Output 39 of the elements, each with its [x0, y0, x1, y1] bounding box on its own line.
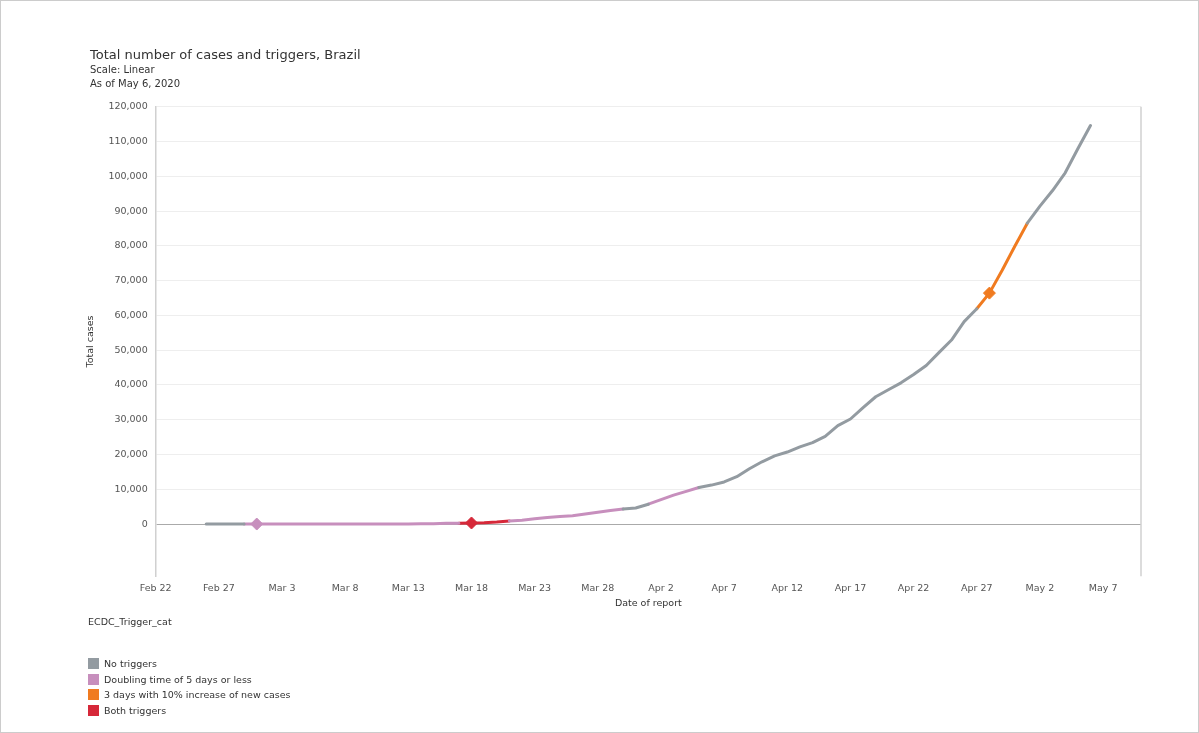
y-tick-label: 120,000: [108, 100, 148, 112]
x-tick-label: Feb 27: [202, 582, 235, 594]
y-tick-label: 20,000: [114, 447, 148, 459]
x-axis-title: Date of report: [614, 596, 683, 608]
y-tick-label: 70,000: [114, 274, 148, 286]
x-tick-label: Mar 28: [581, 582, 615, 594]
y-tick-label: 40,000: [114, 378, 148, 390]
x-tick-label: Mar 3: [268, 582, 296, 594]
x-tick-label: Mar 13: [391, 582, 425, 594]
y-tick-label: 30,000: [114, 413, 148, 425]
x-tick-label: Mar 23: [518, 582, 552, 594]
text: As of May 6, 2020: [90, 78, 181, 89]
y-tick-label: 0: [141, 517, 148, 529]
x-tick-label: Apr 2: [648, 582, 674, 594]
legend-label: Doubling time of 5 days or less: [104, 673, 252, 685]
x-tick-label: Mar 8: [331, 582, 359, 594]
y-tick-label: 60,000: [114, 308, 148, 320]
y-tick-label: 50,000: [114, 343, 148, 355]
y-axis-title: Total cases: [84, 315, 96, 369]
legend-label: No triggers: [104, 658, 157, 670]
y-tick-label: 90,000: [114, 204, 148, 216]
legend-title: ECDC_Trigger_cat: [88, 616, 172, 627]
chart-subtitle: Scale: Linear: [90, 64, 155, 75]
chart-title: Total number of cases and triggers, Brazil: [90, 47, 361, 62]
x-tick-label: May 7: [1088, 582, 1118, 594]
x-tick-label: May 2: [1025, 582, 1055, 594]
y-tick-label: 100,000: [108, 169, 148, 181]
legend-label: Both triggers: [104, 704, 167, 716]
y-tick-label: 110,000: [108, 134, 148, 146]
x-tick-label: Apr 12: [771, 582, 804, 594]
y-tick-label: 10,000: [114, 482, 148, 494]
x-tick-label: Feb 22: [139, 582, 172, 594]
x-tick-label: Apr 22: [897, 582, 930, 594]
legend-label: 3 days with 10% increase of new cases: [104, 689, 291, 701]
y-tick-label: 80,000: [114, 239, 148, 251]
x-tick-label: Apr 7: [711, 582, 737, 594]
x-tick-label: Mar 18: [454, 582, 489, 594]
x-tick-label: Apr 27: [961, 582, 993, 594]
x-tick-label: Apr 17: [834, 582, 867, 594]
